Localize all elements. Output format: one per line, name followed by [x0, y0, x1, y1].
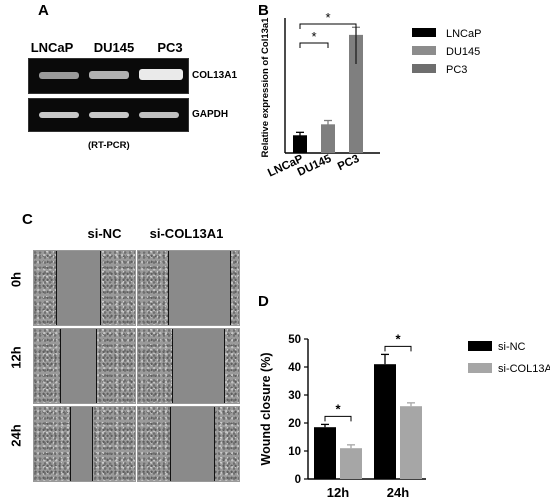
wound-edge-left: [168, 251, 169, 325]
lane-label-lncap: LNCaP: [30, 40, 74, 55]
gene-label-col13a1: COL13A1: [192, 70, 238, 81]
legend-swatch: [412, 28, 436, 37]
column-label-si-nc: si-NC: [87, 226, 122, 241]
bar-si-nc-12h: [314, 427, 336, 479]
micrograph-si-col13a1-24h: [137, 406, 240, 482]
band-col13a1-du145: [89, 71, 129, 79]
lane-label-du145: DU145: [93, 40, 135, 55]
wound-gap: [70, 407, 92, 481]
column-label-si-col13a1: si-COL13A1: [149, 226, 224, 241]
legend-label: DU145: [446, 46, 480, 58]
legend-swatch: [412, 46, 436, 55]
expression-bar-chart: Relative expression of Col13a1 LNCaP DU145…: [260, 10, 481, 180]
gel-col13a1: [28, 58, 189, 94]
band-col13a1-pc3: [139, 69, 183, 80]
wound-edge-left: [56, 251, 57, 325]
wound-edge-right: [96, 329, 97, 403]
significance-bracket: [299, 23, 357, 64]
legend-label: si-COL13A1: [498, 363, 550, 375]
wound-gap: [170, 407, 214, 481]
panel-b-letter: B: [258, 2, 269, 19]
legend-label: LNCaP: [446, 28, 481, 40]
bar-si-col13a1-12h: [340, 448, 362, 479]
band-gapdh-du145: [89, 112, 129, 118]
y-tick-label: 10: [288, 446, 301, 458]
legend-label: PC3: [446, 64, 467, 76]
micrograph-si-nc-24h: [33, 406, 136, 482]
significance-bracket: [299, 42, 329, 48]
wound-gap: [168, 251, 230, 325]
panel-d-letter: D: [258, 293, 269, 310]
tick-label-pc3: PC3: [336, 153, 361, 173]
legend-swatch: [468, 341, 492, 351]
significance-bracket: [324, 415, 352, 422]
gel-gapdh: [28, 98, 189, 132]
wound-edge-left: [60, 329, 61, 403]
bar-du145: [321, 124, 335, 153]
row-label-24h: 24h: [8, 424, 24, 447]
y-tick-label: 20: [288, 418, 301, 430]
micrograph-si-nc-0h: [33, 250, 136, 326]
panel-a-letter: A: [38, 2, 49, 19]
wound-edge-left: [170, 407, 171, 481]
micrograph-si-col13a1-12h: [137, 328, 240, 404]
wound-gap: [56, 251, 100, 325]
significance-bracket: [384, 345, 412, 352]
band-gapdh-pc3: [139, 112, 179, 118]
x-tick-label-12h: 12h: [327, 485, 349, 500]
row-label-12h: 12h: [8, 346, 24, 369]
wound-gap: [172, 329, 224, 403]
gene-label-gapdh: GAPDH: [192, 109, 229, 120]
wound-edge-right: [214, 407, 215, 481]
micrograph-si-nc-12h: [33, 328, 136, 404]
bar-lncap: [293, 135, 307, 153]
legend-label: si-NC: [498, 341, 526, 353]
rt-pcr-caption: (RT-PCR): [88, 140, 130, 151]
y-axis-label: Relative expression of Col13a1: [260, 17, 271, 158]
row-label-0h: 0h: [8, 271, 24, 288]
y-tick-label: 50: [288, 334, 301, 346]
wound-edge-left: [172, 329, 173, 403]
wound-edge-right: [230, 251, 231, 325]
y-axis-label: Wound closure (%): [259, 353, 273, 466]
lane-label-pc3: PC3: [157, 40, 183, 55]
wound-gap: [60, 329, 96, 403]
wound-edge-right: [92, 407, 93, 481]
bar-si-col13a1-24h: [400, 406, 422, 479]
band-col13a1-lncap: [39, 72, 79, 79]
significance-star: *: [311, 29, 316, 44]
panel-c-letter: C: [22, 211, 33, 228]
significance-star: *: [335, 401, 341, 416]
bar-pc3: [349, 34, 363, 153]
bar-si-nc-24h: [374, 364, 396, 479]
micrograph-si-col13a1-0h: [137, 250, 240, 326]
significance-star: *: [325, 10, 330, 25]
y-tick-label: 40: [288, 362, 301, 374]
significance-star: *: [395, 331, 401, 346]
wound-closure-bar-chart: 0 10 20 30 40 50 Wound closure (%) 12h * 24h * si-N…: [259, 331, 550, 500]
legend-swatch: [412, 64, 436, 73]
wound-edge-left: [70, 407, 71, 481]
wound-edge-right: [100, 251, 101, 325]
legend-swatch: [468, 363, 492, 373]
x-tick-label-24h: 24h: [387, 485, 409, 500]
wound-edge-right: [224, 329, 225, 403]
y-tick-label: 30: [288, 390, 301, 402]
y-tick-label: 0: [295, 474, 301, 486]
band-gapdh-lncap: [39, 112, 79, 118]
